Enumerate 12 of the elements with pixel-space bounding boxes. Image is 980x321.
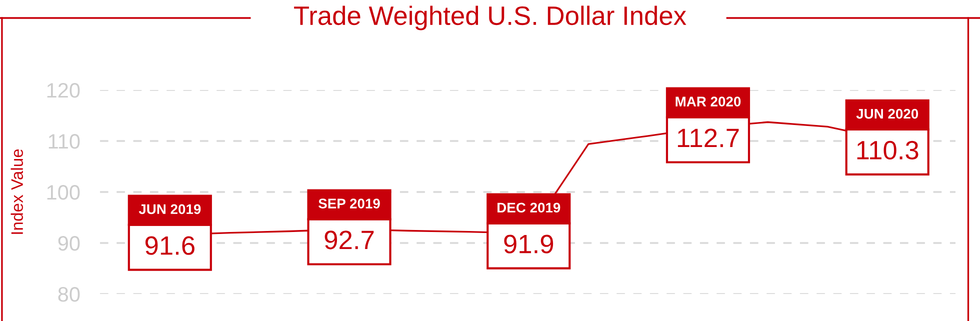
annotation: MAR 2020 [676, 96, 741, 106]
annotation: DEC 2019 [498, 202, 560, 213]
annotation: SEP 2019 [318, 198, 380, 208]
annotation: JUN 2019 [138, 204, 201, 214]
y-axis-title: Index Value [10, 149, 24, 234]
data-label: 112.7 [678, 128, 739, 148]
chart-title: Trade Weighted U.S. Dollar Index [294, 6, 686, 30]
data-label: 91.9 [504, 234, 554, 254]
data-label: 110.3 [857, 140, 918, 160]
data-label: 92.7 [324, 230, 374, 250]
annotation: JUN 2020 [856, 108, 918, 119]
data-label: 91.6 [145, 236, 194, 255]
